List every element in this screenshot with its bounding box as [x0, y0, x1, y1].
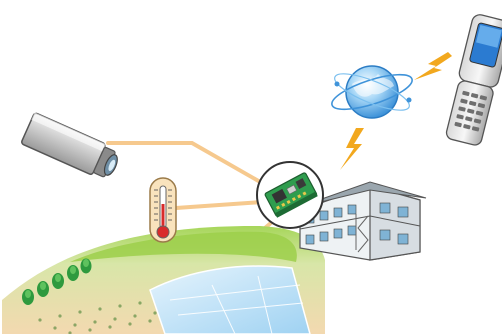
tree-row — [22, 258, 92, 305]
circuit-board-icon — [256, 161, 324, 229]
camera-link — [106, 141, 264, 185]
globe-network-icon — [331, 65, 413, 119]
farm-field-icon — [2, 225, 325, 334]
lightning-hub-network — [340, 128, 364, 170]
lightning-network-phone — [414, 52, 452, 80]
rice-paddy — [149, 265, 311, 334]
wireless-links — [340, 52, 452, 170]
security-camera-icon — [21, 112, 118, 178]
thermometer-icon — [149, 177, 177, 243]
thermometer-link — [174, 200, 264, 210]
flip-phone-icon — [445, 14, 502, 146]
